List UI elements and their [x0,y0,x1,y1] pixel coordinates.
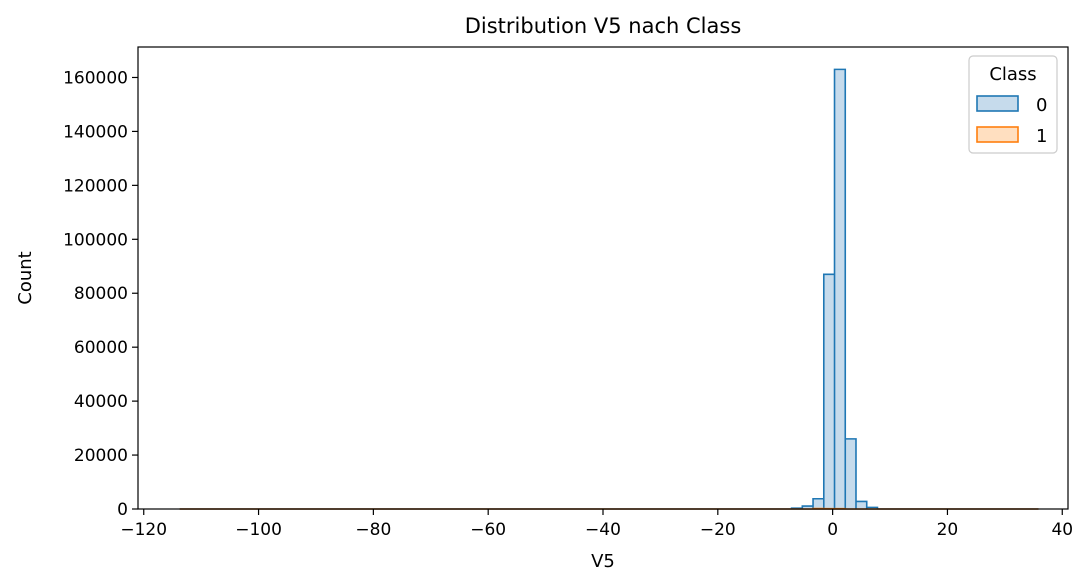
legend-label-class-1: 1 [1036,126,1047,147]
bar-class-0-bin-7 [866,507,878,509]
y-tick-label: 60000 [74,338,128,358]
bar-class-0-bin-6 [855,501,867,509]
x-axis-label: V5 [591,551,615,572]
plot-area [179,68,1039,510]
bar-class-0-bin-1 [802,506,814,509]
y-tick-label: 20000 [74,446,128,466]
y-axis-label: Count [15,251,36,304]
y-tick-label: 140000 [63,122,128,142]
legend-label-class-0: 0 [1036,95,1047,116]
x-tick-label: −60 [470,520,506,540]
x-tick-label: −40 [585,520,621,540]
y-tick-label: 80000 [74,284,128,304]
x-tick-label: −20 [700,520,736,540]
series-class-0 [179,68,1039,510]
x-tick-label: 40 [1051,520,1073,540]
legend-swatch-class-1 [976,126,1019,143]
legend-swatch-class-0 [976,95,1019,112]
outline-class-0 [790,68,879,509]
legend: Class 0 1 [968,55,1058,154]
x-tick-label: −100 [235,520,282,540]
bar-class-0-bin-3 [823,274,835,509]
x-axis-ticks: −120 −100 −80 −60 −40 −20 0 20 40 [120,509,1073,540]
bar-class-0-bin-4 [834,69,846,510]
x-tick-label: −80 [355,520,391,540]
x-tick-label: 20 [937,520,959,540]
bar-class-0-bin-2 [813,498,824,509]
y-tick-label: 40000 [74,392,128,412]
y-tick-label: 120000 [63,176,128,196]
y-tick-label: 0 [117,500,128,520]
y-axis-ticks: 0 20000 40000 60000 80000 100000 120000 140000 1… [63,68,138,520]
bar-class-0-bin-5 [845,438,856,509]
x-tick-label: −120 [120,520,167,540]
chart-title: Distribution V5 nach Class [465,14,742,38]
y-tick-label: 160000 [63,68,128,88]
legend-title: Class [989,64,1036,85]
plot-frame [137,46,1069,510]
x-tick-label: 0 [827,520,838,540]
y-tick-label: 100000 [63,230,128,250]
